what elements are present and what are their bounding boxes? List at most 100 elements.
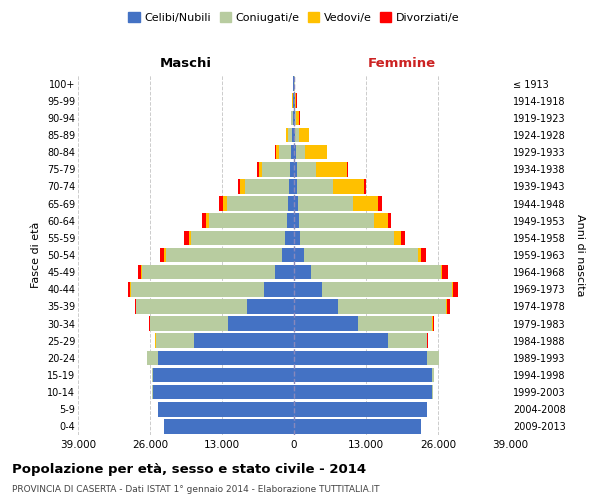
Bar: [442, 265, 448, 280]
Bar: [138, 265, 141, 280]
Bar: [299, 214, 374, 228]
Bar: [316, 162, 347, 176]
Bar: [311, 265, 441, 280]
Bar: [294, 145, 296, 160]
Bar: [219, 196, 223, 211]
Bar: [447, 299, 450, 314]
Text: Femmine: Femmine: [368, 57, 436, 70]
Bar: [353, 196, 378, 211]
Bar: [152, 368, 153, 382]
Bar: [288, 128, 292, 142]
Bar: [294, 282, 322, 296]
Bar: [298, 179, 334, 194]
Bar: [297, 162, 316, 176]
Bar: [295, 94, 296, 108]
Bar: [131, 282, 263, 296]
Bar: [433, 316, 434, 331]
Bar: [191, 230, 285, 245]
Bar: [206, 214, 209, 228]
Bar: [294, 179, 298, 194]
Bar: [293, 110, 294, 125]
Bar: [227, 316, 294, 331]
Bar: [294, 196, 298, 211]
Legend: Celibi/Nubili, Coniugati/e, Vedovi/e, Divorziati/e: Celibi/Nubili, Coniugati/e, Vedovi/e, Di…: [124, 8, 464, 28]
Bar: [286, 128, 288, 142]
Bar: [158, 350, 294, 365]
Bar: [294, 299, 338, 314]
Text: PROVINCIA DI CASERTA - Dati ISTAT 1° gennaio 2014 - Elaborazione TUTTITALIA.IT: PROVINCIA DI CASERTA - Dati ISTAT 1° gen…: [12, 485, 380, 494]
Bar: [245, 179, 289, 194]
Bar: [240, 179, 245, 194]
Bar: [227, 196, 288, 211]
Bar: [295, 128, 299, 142]
Bar: [294, 368, 433, 382]
Bar: [294, 214, 299, 228]
Bar: [128, 282, 130, 296]
Bar: [288, 196, 294, 211]
Bar: [160, 248, 164, 262]
Bar: [294, 110, 295, 125]
Bar: [262, 162, 290, 176]
Bar: [294, 334, 388, 348]
Bar: [294, 248, 304, 262]
Bar: [259, 162, 262, 176]
Bar: [304, 248, 418, 262]
Bar: [194, 334, 294, 348]
Bar: [401, 230, 406, 245]
Bar: [294, 265, 311, 280]
Bar: [427, 350, 439, 365]
Bar: [421, 248, 426, 262]
Bar: [263, 282, 294, 296]
Bar: [223, 196, 227, 211]
Bar: [287, 214, 294, 228]
Bar: [202, 214, 206, 228]
Bar: [135, 299, 136, 314]
Bar: [358, 316, 433, 331]
Bar: [433, 368, 434, 382]
Bar: [294, 419, 421, 434]
Bar: [374, 214, 388, 228]
Bar: [300, 230, 394, 245]
Bar: [294, 402, 427, 416]
Bar: [190, 230, 191, 245]
Bar: [299, 128, 308, 142]
Bar: [364, 179, 366, 194]
Bar: [184, 230, 190, 245]
Bar: [257, 162, 259, 176]
Bar: [418, 248, 421, 262]
Bar: [294, 350, 427, 365]
Y-axis label: Fasce di età: Fasce di età: [31, 222, 41, 288]
Text: Maschi: Maschi: [160, 57, 212, 70]
Bar: [296, 145, 305, 160]
Bar: [291, 110, 293, 125]
Bar: [289, 179, 294, 194]
Bar: [292, 128, 294, 142]
Bar: [282, 248, 294, 262]
Text: Popolazione per età, sesso e stato civile - 2014: Popolazione per età, sesso e stato civil…: [12, 462, 366, 475]
Bar: [294, 94, 295, 108]
Bar: [155, 334, 194, 348]
Bar: [164, 248, 166, 262]
Bar: [150, 316, 227, 331]
Bar: [322, 282, 452, 296]
Bar: [166, 248, 282, 262]
Bar: [378, 196, 382, 211]
Bar: [294, 385, 433, 400]
Bar: [136, 299, 247, 314]
Bar: [279, 145, 291, 160]
Bar: [452, 282, 458, 296]
Bar: [441, 265, 442, 280]
Bar: [247, 299, 294, 314]
Bar: [294, 162, 297, 176]
Bar: [153, 368, 294, 382]
Bar: [296, 110, 299, 125]
Bar: [294, 128, 295, 142]
Bar: [209, 214, 287, 228]
Bar: [285, 230, 294, 245]
Bar: [295, 110, 296, 125]
Bar: [293, 94, 294, 108]
Bar: [334, 179, 364, 194]
Bar: [338, 299, 446, 314]
Bar: [290, 162, 294, 176]
Bar: [276, 145, 279, 160]
